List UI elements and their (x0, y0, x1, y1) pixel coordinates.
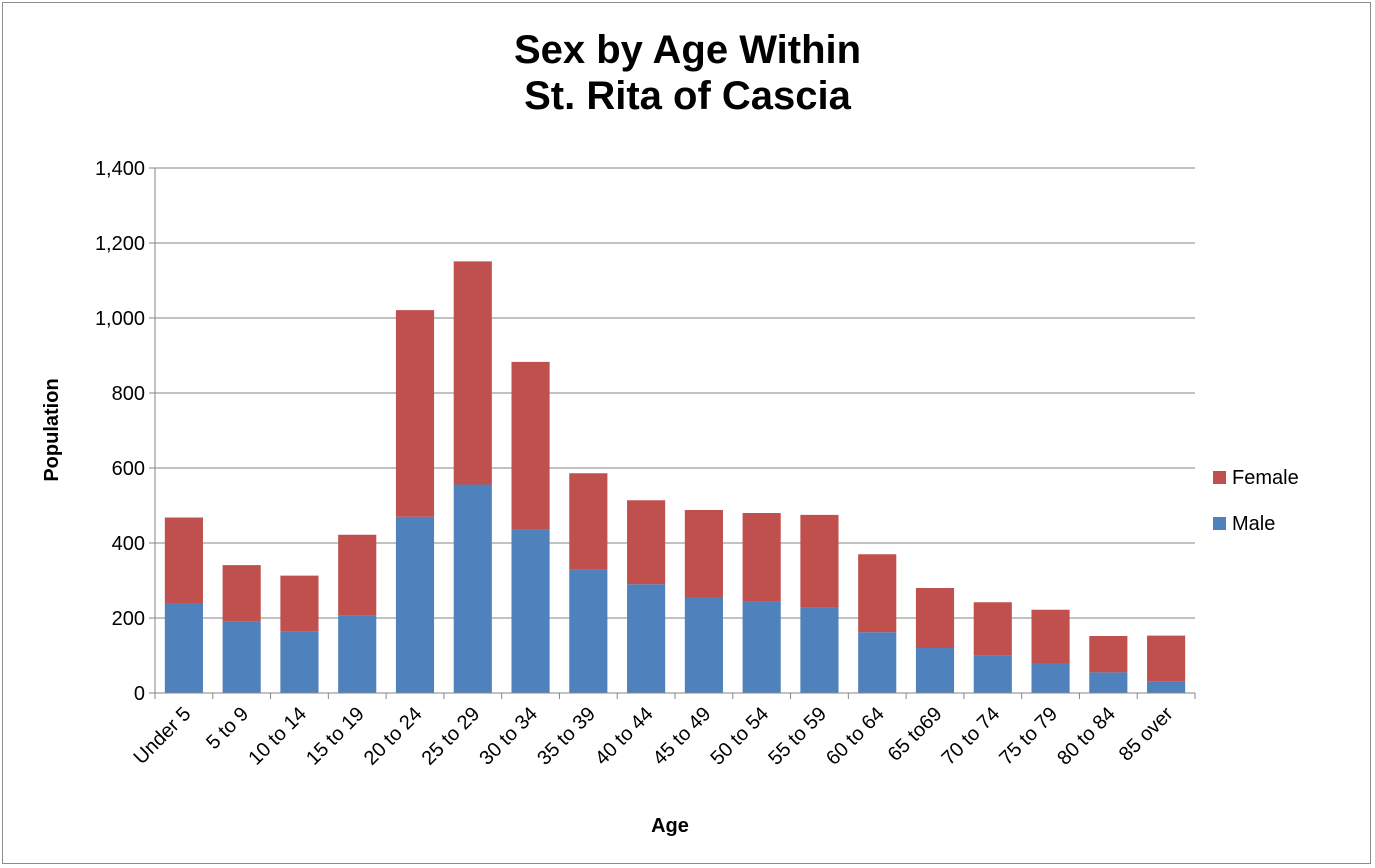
bar-male-3 (338, 615, 377, 693)
bar-female-17 (1147, 635, 1186, 682)
bar-male-13 (915, 648, 955, 693)
y-axis-title: Population (41, 378, 63, 481)
y-tick-label: 200 (112, 608, 145, 630)
y-tick-label: 1,400 (95, 158, 145, 180)
x-tick-label: 75 to 79 (995, 703, 1062, 770)
x-tick-label: 55 to 59 (764, 703, 831, 770)
bar-male-17 (1147, 681, 1186, 693)
x-tick-label: 45 to 49 (649, 703, 716, 770)
bar-male-10 (742, 601, 781, 693)
y-tick-label: 1,000 (95, 308, 145, 330)
legend-label-male: Male (1232, 513, 1275, 535)
bar-female-15 (1031, 609, 1070, 663)
x-tick-label: 5 to 9 (202, 703, 253, 754)
chart-title-line-1: Sex by Age Within (513, 28, 862, 72)
bar-male-0 (164, 603, 203, 693)
y-tick-label: 400 (112, 533, 145, 555)
axes (149, 167, 1196, 699)
y-tick-label: 0 (134, 683, 145, 705)
x-tick-label: 15 to 19 (302, 703, 369, 770)
bar-female-10 (742, 513, 781, 602)
bar-female-4 (395, 310, 435, 517)
legend-swatch-male (1213, 517, 1226, 530)
bar-female-3 (338, 534, 377, 616)
x-tick-label: 10 to 14 (244, 703, 311, 770)
bar-male-12 (858, 632, 897, 693)
y-tick-label: 600 (112, 458, 145, 480)
bar-female-1 (222, 565, 261, 622)
bar-male-9 (684, 597, 723, 693)
bar-female-14 (973, 602, 1012, 656)
legend-label-female: Female (1232, 467, 1299, 489)
x-tick-label: 35 to 39 (533, 703, 600, 770)
bar-female-6 (511, 361, 550, 530)
bar-female-5 (453, 261, 492, 485)
x-tick-label: 20 to 24 (360, 703, 427, 770)
chart-title-line-2: St. Rita of Cascia (524, 74, 851, 118)
x-tick-label: 85 over (1115, 703, 1178, 766)
x-axis-title: Age (651, 815, 689, 837)
chart-title: Sex by Age Within St. Rita of Cascia (0, 27, 1375, 119)
bar-female-0 (164, 517, 203, 603)
bar-female-11 (800, 514, 839, 608)
x-tick-label: 25 to 29 (418, 703, 485, 770)
bar-male-5 (453, 484, 492, 693)
bar-male-6 (511, 529, 550, 693)
x-tick-label: 80 to 84 (1053, 703, 1120, 770)
bar-female-9 (684, 510, 723, 597)
y-tick-labels: 0 200 400 600 800 1,000 1,200 1,400 (95, 158, 145, 705)
x-tick-label: 50 to 54 (707, 703, 774, 770)
bar-male-14 (973, 655, 1012, 693)
bar-male-16 (1089, 672, 1128, 693)
bar-male-2 (280, 631, 319, 693)
bar-female-13 (915, 588, 955, 648)
x-tick-label: 30 to 34 (475, 703, 542, 770)
bar-female-16 (1089, 636, 1128, 673)
y-tick-label: 800 (112, 383, 145, 405)
x-tick-label: Under 5 (130, 703, 196, 769)
x-tick-label: 65 to69 (884, 703, 947, 766)
bar-male-4 (395, 516, 435, 693)
y-tick-label: 1,200 (95, 233, 145, 255)
bar-female-7 (569, 473, 608, 570)
bar-female-12 (858, 554, 897, 633)
bar-male-15 (1031, 663, 1070, 693)
bar-male-7 (569, 569, 608, 693)
bar-male-11 (800, 607, 839, 693)
bars (164, 261, 1186, 693)
bar-female-2 (280, 575, 319, 632)
x-tick-label: 60 to 64 (822, 703, 889, 770)
bar-male-1 (222, 621, 261, 693)
bar-male-8 (627, 584, 666, 693)
bar-female-8 (627, 500, 666, 585)
legend-swatch-female (1213, 471, 1226, 484)
x-tick-label: 40 to 44 (591, 703, 658, 770)
x-tick-label: 70 to 74 (938, 703, 1005, 770)
gridlines (155, 167, 1195, 619)
legend: Female Male (1213, 467, 1299, 535)
